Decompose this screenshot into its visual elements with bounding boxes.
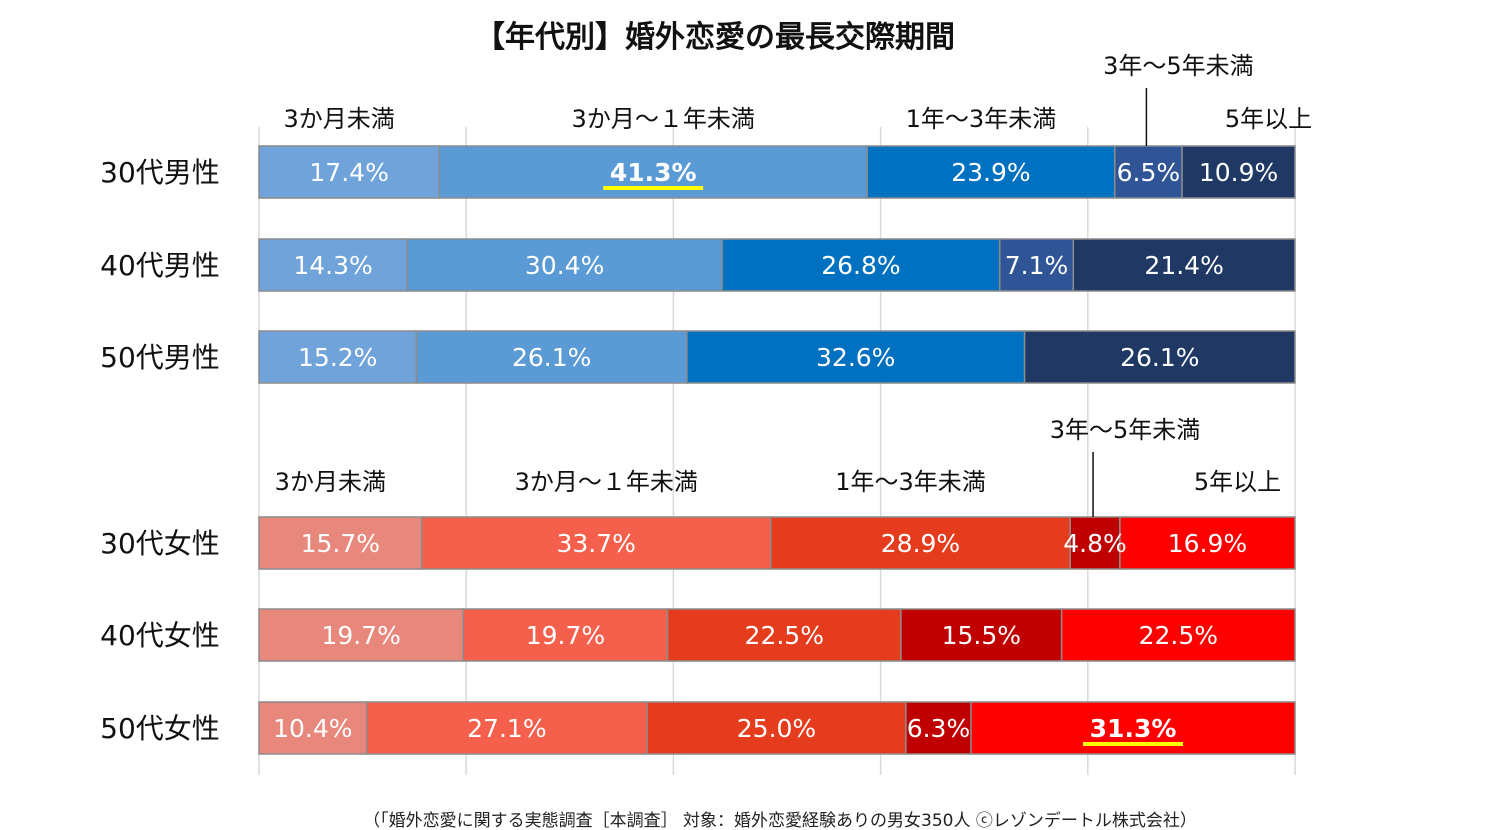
category-label: 3か月～１年未満: [515, 468, 698, 496]
data-label: 22.5%: [1139, 621, 1218, 650]
row-label: 50代女性: [100, 712, 220, 745]
highlight-underline: [1083, 742, 1184, 746]
chart-title: 【年代別】婚外恋愛の最長交際期間: [475, 20, 955, 55]
data-label: 26.1%: [512, 343, 591, 372]
data-label: 41.3%: [610, 158, 697, 187]
bar-segment: [258, 145, 441, 199]
bar-segment: [1023, 330, 1296, 384]
category-label: 3か月～１年未満: [572, 105, 755, 133]
data-label: 27.1%: [467, 714, 546, 743]
data-label: 30.4%: [525, 251, 604, 280]
bar-segment: [365, 701, 648, 755]
bar-segment: [905, 701, 972, 755]
data-label: 4.8%: [1063, 529, 1127, 558]
data-label: 32.6%: [816, 343, 895, 372]
data-label: 33.7%: [557, 529, 636, 558]
category-label: 3か月未満: [283, 105, 394, 133]
data-label: 14.3%: [293, 251, 372, 280]
data-label: 22.5%: [745, 621, 824, 650]
bar-segment: [770, 516, 1071, 570]
gridlines: [258, 127, 1296, 775]
row-label: 50代男性: [100, 341, 220, 374]
bar-segment: [1119, 516, 1296, 570]
bar-segment: [462, 608, 669, 662]
data-label: 26.8%: [821, 251, 900, 280]
bar-segment: [900, 608, 1063, 662]
row-label: 40代女性: [100, 619, 220, 652]
data-label: 7.1%: [1005, 251, 1069, 280]
data-label: 31.3%: [1090, 714, 1177, 743]
data-label: 6.3%: [907, 714, 971, 743]
bar-segment: [686, 330, 1026, 384]
category-label: 1年～3年未満: [906, 105, 1057, 133]
bar-segment: [721, 238, 1001, 292]
category-label: 3年～5年未満: [1050, 416, 1201, 444]
data-label: 16.9%: [1168, 529, 1247, 558]
data-label: 21.4%: [1144, 251, 1223, 280]
row-label: 30代女性: [100, 527, 220, 560]
bar-segment: [646, 701, 907, 755]
data-label: 17.4%: [309, 158, 388, 187]
data-label: 23.9%: [951, 158, 1030, 187]
labels: 3か月未満 3か月～１年未満 1年～3年未満 3年～5年未満 5年以上 30代男性 17.4…: [100, 52, 1312, 746]
bars: [258, 145, 1296, 755]
data-label: 25.0%: [737, 714, 816, 743]
category-label: 3年～5年未満: [1103, 52, 1254, 80]
category-label: 5年以上: [1194, 468, 1281, 496]
data-label: 28.9%: [881, 529, 960, 558]
category-label: 1年～3年未満: [835, 468, 986, 496]
bar-segment: [406, 238, 723, 292]
category-label: 3か月未満: [275, 468, 386, 496]
bar-segment: [1181, 145, 1296, 199]
data-label: 6.5%: [1117, 158, 1181, 187]
data-label: 26.1%: [1120, 343, 1199, 372]
bar-segment: [415, 330, 688, 384]
bar-segment: [258, 238, 408, 292]
source-note: （「婚外恋愛に関する実態調査［本調査］ 対象：婚外恋愛経験ありの男女350人 ⓒ…: [363, 810, 1197, 830]
bar-segment: [1069, 516, 1121, 570]
category-label: 5年以上: [1225, 105, 1312, 133]
bar-segment: [1060, 608, 1296, 662]
row-label: 30代男性: [100, 156, 220, 189]
bar-segment: [258, 330, 418, 384]
bar-segment: [1072, 238, 1296, 292]
data-label: 15.7%: [301, 529, 380, 558]
bar-segment: [998, 238, 1075, 292]
row-label: 40代男性: [100, 249, 220, 282]
data-label: 15.5%: [942, 621, 1021, 650]
highlight-underline: [603, 186, 704, 190]
data-label: 10.9%: [1199, 158, 1278, 187]
data-label: 15.2%: [298, 343, 377, 372]
data-label: 19.7%: [526, 621, 605, 650]
data-label: 10.4%: [273, 714, 352, 743]
data-label: 19.7%: [321, 621, 400, 650]
bar-segment: [1113, 145, 1183, 199]
